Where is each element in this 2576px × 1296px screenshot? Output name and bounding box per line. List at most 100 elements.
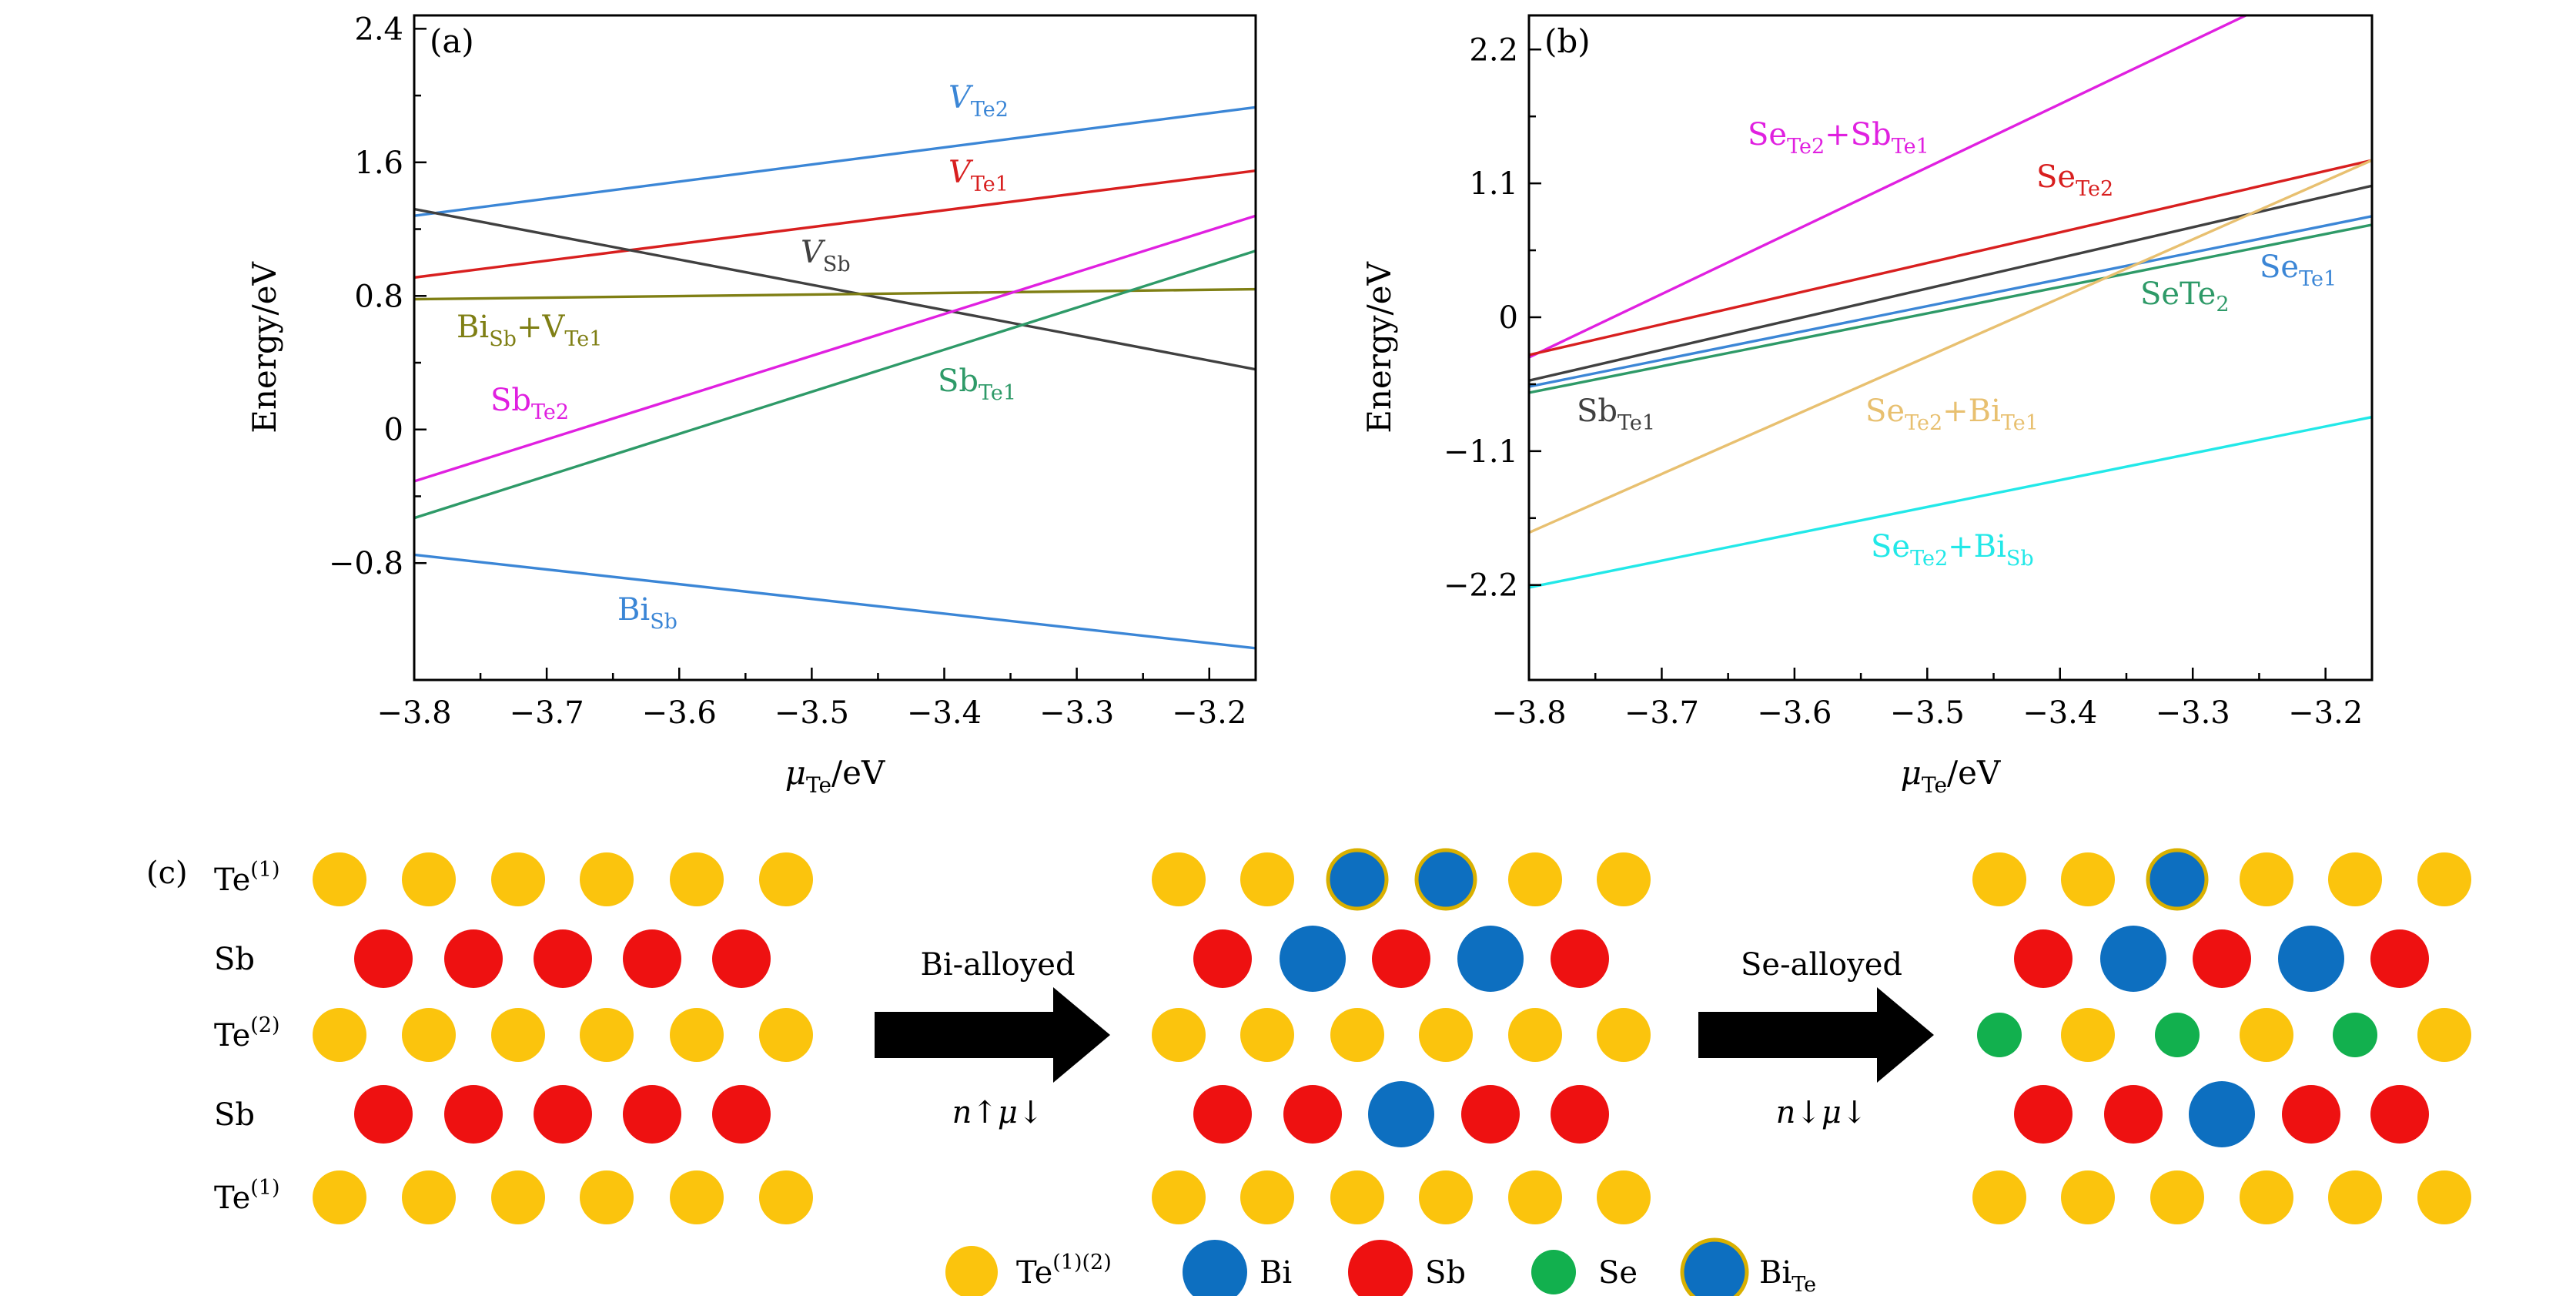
y-tick-label: 1.6 bbox=[354, 146, 403, 181]
atom-sb bbox=[623, 929, 681, 988]
y-axis-label: Energy/eV bbox=[246, 262, 283, 434]
atom-te bbox=[1330, 1008, 1384, 1062]
y-tick-label: −1.1 bbox=[1444, 434, 1518, 470]
legend-label: BiTe bbox=[1759, 1255, 1816, 1296]
panel-label: (a) bbox=[430, 22, 474, 60]
row-label: Te(2) bbox=[214, 1013, 280, 1053]
atom-te bbox=[759, 852, 813, 906]
legend-label: Te(1)(2) bbox=[1016, 1251, 1112, 1291]
atom-te bbox=[491, 1008, 545, 1062]
transition-arrow bbox=[875, 987, 1110, 1083]
atom-bi bbox=[2189, 1081, 2255, 1147]
atom-sb bbox=[1551, 929, 1609, 988]
y-tick-label: 2.2 bbox=[1469, 32, 1518, 68]
series-label: BiSb+VTe1 bbox=[457, 310, 602, 351]
legend-swatch-se bbox=[1531, 1250, 1576, 1294]
x-tick-label: −3.7 bbox=[1624, 695, 1699, 731]
row-label: Te(1) bbox=[214, 858, 280, 898]
atom-te bbox=[491, 1170, 545, 1224]
atom-te bbox=[580, 1170, 634, 1224]
x-tick-label: −3.6 bbox=[1757, 695, 1832, 731]
arrow-bottom-label: n↓μ↓ bbox=[1776, 1095, 1868, 1130]
panel-label: (c) bbox=[146, 856, 188, 891]
x-tick-label: −3.8 bbox=[376, 695, 451, 731]
y-tick-label: −0.8 bbox=[329, 546, 403, 581]
x-tick-label: −3.5 bbox=[774, 695, 849, 731]
atom-te bbox=[2240, 1170, 2293, 1224]
atom-bi bbox=[2100, 926, 2166, 992]
atom-bite bbox=[1326, 848, 1389, 911]
series-line-v-te1 bbox=[414, 169, 1256, 280]
atom-sb bbox=[712, 929, 771, 988]
atom-te bbox=[1152, 1008, 1206, 1062]
atom-te bbox=[2328, 1170, 2382, 1224]
atom-te bbox=[2417, 852, 2471, 906]
atom-te bbox=[2240, 1008, 2293, 1062]
series-label: SeTe2+BiTe1 bbox=[1865, 393, 2039, 435]
legend-swatch-te bbox=[945, 1246, 998, 1296]
atom-te bbox=[1597, 852, 1651, 906]
legend-swatch-bite bbox=[1680, 1237, 1749, 1296]
atom-te bbox=[1240, 1008, 1294, 1062]
atom-te bbox=[1152, 1170, 1206, 1224]
atom-sb bbox=[2104, 1085, 2163, 1144]
x-tick-label: −3.4 bbox=[907, 695, 982, 731]
atom-te bbox=[1972, 1170, 2026, 1224]
atom-te bbox=[1508, 852, 1562, 906]
atom-te bbox=[2328, 852, 2382, 906]
panel-b-chart: −3.8 −3.7 −3.6 −3.5 −3.4 −3.3 −3.2 2.2 1.1 0 −1.1 −… bbox=[1360, 14, 2374, 798]
atom-sb bbox=[2282, 1085, 2340, 1144]
series-line-v-te2 bbox=[414, 105, 1256, 217]
atom-te bbox=[670, 1170, 724, 1224]
series-label: SeTe2 bbox=[2140, 276, 2230, 316]
atom-te bbox=[1419, 1008, 1473, 1062]
atom-bi bbox=[1368, 1081, 1434, 1147]
atom-se bbox=[2333, 1013, 2377, 1057]
series-line-se-te2-sb-te1 bbox=[1529, 15, 2246, 359]
legend-label: Bi bbox=[1260, 1255, 1292, 1291]
series-label: SbTe1 bbox=[938, 363, 1016, 405]
atom-te bbox=[2150, 1170, 2204, 1224]
series-line-sb-te2 bbox=[414, 214, 1256, 483]
x-tick-label: −3.7 bbox=[510, 695, 584, 731]
atom-te bbox=[1972, 852, 2026, 906]
atom-sb bbox=[354, 1085, 413, 1144]
series-line-se-te2 bbox=[1529, 159, 2372, 357]
atom-te bbox=[2240, 852, 2293, 906]
series-line-bi-sb-v-te1 bbox=[414, 287, 1256, 301]
atom-sb bbox=[1372, 929, 1430, 988]
series-line-bi-sb bbox=[414, 553, 1256, 650]
series-label: VTe2 bbox=[948, 80, 1009, 122]
atom-sb bbox=[1193, 1085, 1252, 1144]
atom-bi bbox=[1280, 926, 1346, 992]
atom-sb bbox=[1283, 1085, 1342, 1144]
atom-te bbox=[2061, 852, 2115, 906]
series-label: SeTe2+SbTe1 bbox=[1748, 117, 1929, 159]
atom-te bbox=[313, 1008, 366, 1062]
atom-sb bbox=[1461, 1085, 1520, 1144]
atom-te bbox=[402, 1008, 456, 1062]
atom-te bbox=[1152, 852, 1206, 906]
x-tick-label: −3.2 bbox=[2288, 695, 2363, 731]
atom-te bbox=[2417, 1170, 2471, 1224]
atom-bi bbox=[2278, 926, 2344, 992]
x-axis-label: μTe/eV bbox=[1901, 754, 2001, 798]
y-tick-label: 1.1 bbox=[1469, 166, 1518, 202]
plot-frame bbox=[413, 14, 1257, 681]
atom-sb bbox=[2014, 1085, 2073, 1144]
series-line-se-te2-bi-sb bbox=[1529, 415, 2372, 589]
atom-te bbox=[402, 852, 456, 906]
panel-label: (b) bbox=[1544, 22, 1591, 60]
x-tick-label: −3.2 bbox=[1172, 695, 1246, 731]
y-tick-label: 2.4 bbox=[354, 12, 403, 47]
atom-te bbox=[670, 852, 724, 906]
y-axis-label: Energy/eV bbox=[1360, 262, 1398, 434]
atom-sb bbox=[2193, 929, 2251, 988]
row-label: Sb bbox=[214, 1097, 255, 1133]
atom-sb bbox=[534, 1085, 592, 1144]
legend-swatch-sb bbox=[1348, 1240, 1413, 1296]
series-line-se-te1 bbox=[1529, 215, 2372, 388]
series-label: SbTe2 bbox=[490, 383, 569, 424]
series-label: SeTe2+BiSb bbox=[1871, 529, 2034, 571]
